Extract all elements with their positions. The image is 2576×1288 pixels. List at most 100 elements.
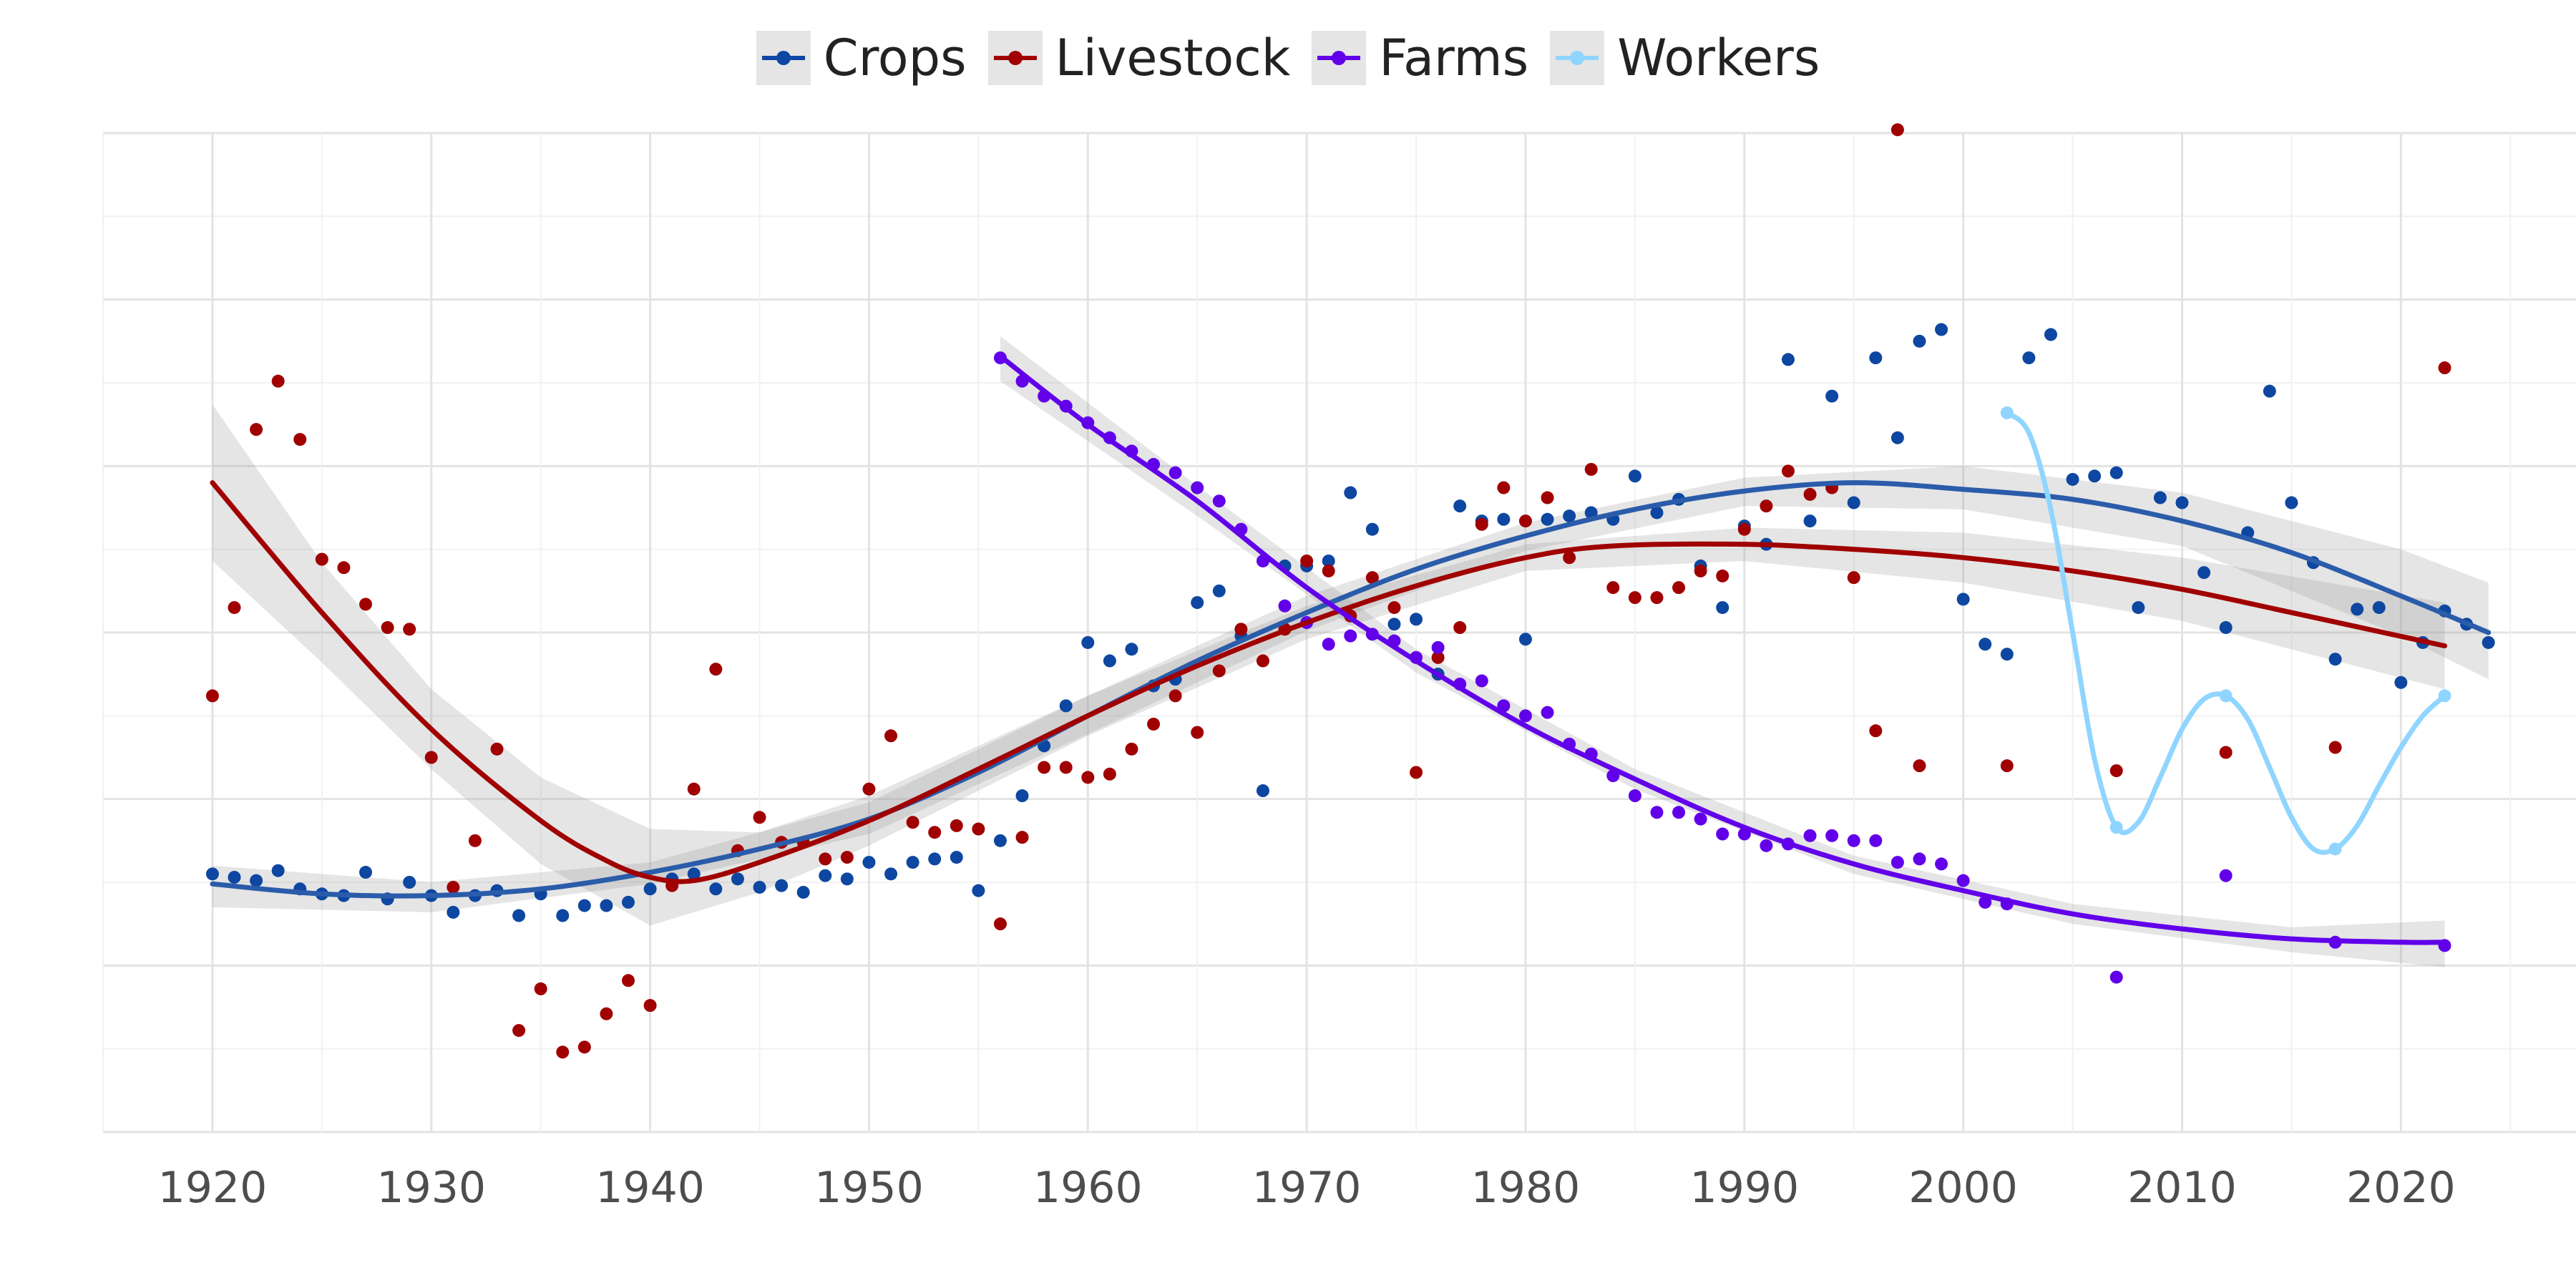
- data-point-crops: [884, 867, 898, 881]
- data-point-livestock: [403, 623, 416, 636]
- data-point-livestock: [315, 552, 328, 566]
- data-point-crops: [1563, 509, 1576, 523]
- data-point-livestock: [1256, 654, 1269, 668]
- data-point-livestock: [1760, 499, 1773, 513]
- legend-key: [1312, 31, 1367, 85]
- data-point-crops: [1716, 601, 1729, 615]
- data-point-livestock: [1716, 569, 1729, 582]
- data-point-livestock: [753, 811, 766, 824]
- legend-item-livestock: Livestock: [987, 29, 1291, 87]
- legend-label: Livestock: [1055, 29, 1291, 87]
- data-point-livestock: [490, 742, 504, 756]
- data-point-crops: [1344, 486, 1357, 499]
- data-point-crops: [403, 876, 416, 889]
- data-point-livestock: [709, 663, 723, 676]
- data-point-crops: [2066, 472, 2079, 486]
- data-point-farms: [1847, 834, 1860, 847]
- x-tick-label: 2010: [2127, 1163, 2237, 1213]
- x-tick-label: 1930: [376, 1163, 486, 1213]
- data-point-crops: [928, 852, 942, 866]
- data-point-livestock: [424, 751, 438, 764]
- data-point-crops: [1387, 618, 1401, 631]
- data-point-crops: [643, 882, 657, 896]
- data-point-livestock: [1913, 759, 1926, 773]
- data-point-crops: [1453, 499, 1467, 513]
- data-point-livestock: [337, 561, 351, 575]
- data-point-crops: [1913, 334, 1926, 348]
- data-point-livestock: [1059, 761, 1073, 774]
- data-point-farms: [1344, 629, 1357, 643]
- data-point-crops: [2197, 566, 2211, 580]
- points-farms: [993, 351, 2451, 984]
- data-point-livestock: [250, 423, 263, 436]
- data-point-livestock: [1453, 621, 1467, 635]
- data-point-livestock: [293, 433, 307, 447]
- data-point-crops: [1365, 522, 1379, 536]
- data-point-livestock: [2000, 759, 2014, 773]
- data-point-crops: [950, 851, 963, 864]
- data-point-livestock: [1518, 514, 1532, 528]
- data-point-crops: [2482, 635, 2495, 649]
- data-point-livestock: [1890, 123, 1904, 137]
- data-point-crops: [2153, 491, 2167, 504]
- data-point-livestock: [1584, 462, 1598, 476]
- data-point-crops: [2219, 621, 2233, 635]
- data-point-farms: [1212, 494, 1226, 508]
- data-point-crops: [1956, 592, 1970, 606]
- data-point-livestock: [1300, 554, 1314, 567]
- data-point-livestock: [643, 999, 657, 1013]
- data-point-crops: [622, 895, 635, 909]
- data-point-crops: [1322, 554, 1335, 567]
- data-point-livestock: [687, 782, 701, 796]
- data-point-livestock: [1672, 581, 1686, 595]
- data-point-farms: [1628, 789, 1641, 803]
- legend-item-crops: Crops: [756, 29, 967, 87]
- data-point-farms: [1803, 829, 1817, 842]
- data-point-crops: [1125, 643, 1138, 656]
- data-point-crops: [972, 884, 985, 897]
- data-point-livestock: [1781, 464, 1795, 478]
- data-point-livestock: [1628, 591, 1641, 605]
- x-tick-label: 1970: [1252, 1163, 1362, 1213]
- data-point-livestock: [928, 826, 942, 839]
- data-point-livestock: [862, 782, 876, 796]
- data-point-farms: [1431, 640, 1445, 654]
- data-point-livestock: [993, 917, 1007, 931]
- x-tick-label: 1980: [1471, 1163, 1581, 1213]
- data-point-livestock: [1147, 717, 1161, 731]
- data-point-livestock: [381, 621, 394, 635]
- data-point-livestock: [2328, 741, 2342, 754]
- data-point-farms: [1869, 834, 1883, 847]
- data-point-crops: [2175, 496, 2189, 509]
- data-point-crops: [840, 872, 854, 886]
- data-point-livestock: [1322, 564, 1335, 577]
- data-point-livestock: [1125, 742, 1138, 756]
- data-point-crops: [753, 880, 766, 894]
- data-point-crops: [250, 874, 263, 887]
- data-point-crops: [2372, 601, 2386, 615]
- data-point-livestock: [1234, 623, 1248, 636]
- data-point-crops: [447, 905, 460, 919]
- data-point-crops: [2022, 351, 2036, 365]
- data-point-farms: [1672, 806, 1686, 819]
- x-tick-label: 2020: [2346, 1163, 2456, 1213]
- data-point-livestock: [1038, 761, 1051, 774]
- data-point-crops: [271, 864, 285, 877]
- points-crops: [205, 323, 2495, 922]
- data-point-crops: [2088, 469, 2102, 483]
- data-point-crops: [2109, 466, 2123, 479]
- data-point-farms: [1278, 599, 1292, 613]
- data-point-livestock: [906, 816, 919, 829]
- data-point-farms: [1935, 857, 1948, 871]
- data-point-crops: [1541, 512, 1554, 526]
- data-point-crops: [1015, 789, 1029, 803]
- data-point-crops: [1081, 635, 1095, 649]
- data-point-crops: [1825, 389, 1839, 403]
- data-point-livestock: [1650, 591, 1664, 605]
- legend-item-workers: Workers: [1550, 29, 1820, 87]
- data-point-livestock: [950, 819, 963, 832]
- data-point-livestock: [1387, 601, 1401, 615]
- data-point-livestock: [1365, 571, 1379, 585]
